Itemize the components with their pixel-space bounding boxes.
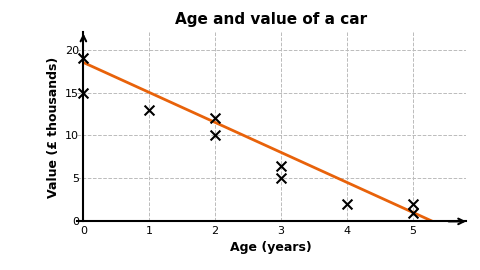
Point (343, 202, 351, 206)
Point (211, 116, 219, 120)
Point (409, 202, 417, 206)
Point (277, 163, 285, 168)
Point (409, 211, 417, 215)
Point (277, 176, 285, 181)
Point (145, 107, 153, 112)
X-axis label: Age (years): Age (years) (230, 241, 312, 254)
Point (211, 133, 219, 138)
Point (80, 56, 87, 60)
Point (80, 90, 87, 95)
Y-axis label: Value (£ thousands): Value (£ thousands) (47, 56, 60, 198)
Title: Age and value of a car: Age and value of a car (175, 12, 367, 27)
